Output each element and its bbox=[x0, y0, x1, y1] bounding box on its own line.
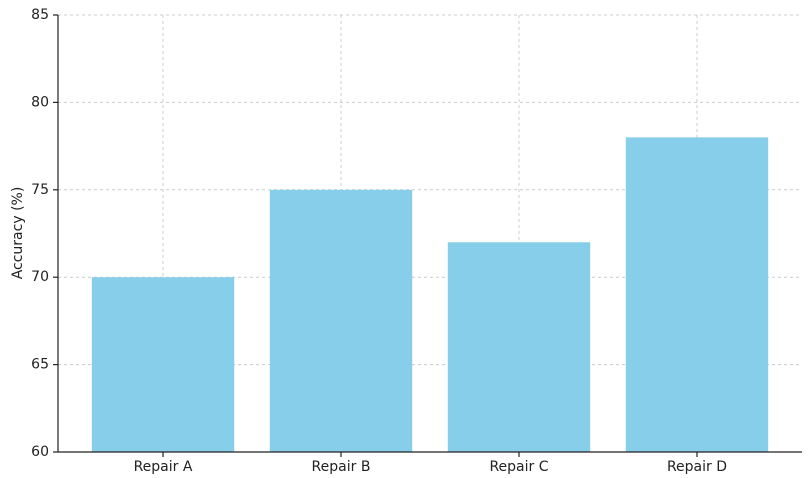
y-tick-label: 70 bbox=[31, 269, 49, 285]
bar bbox=[625, 137, 769, 453]
x-tick-label: Repair C bbox=[489, 459, 548, 475]
x-tick-label: Repair B bbox=[312, 459, 371, 475]
y-tick-label: 80 bbox=[31, 94, 49, 110]
x-tick-label: Repair A bbox=[134, 459, 193, 475]
y-tick-label: 60 bbox=[31, 444, 49, 460]
x-tick-label: Repair D bbox=[667, 459, 727, 475]
bar bbox=[447, 242, 591, 452]
y-tick-label: 75 bbox=[31, 182, 49, 198]
bar bbox=[269, 189, 413, 453]
bar bbox=[91, 277, 235, 452]
y-axis-label: Accuracy (%) bbox=[10, 187, 26, 280]
y-tick-label: 65 bbox=[31, 357, 49, 373]
y-tick-label: 85 bbox=[31, 7, 49, 23]
